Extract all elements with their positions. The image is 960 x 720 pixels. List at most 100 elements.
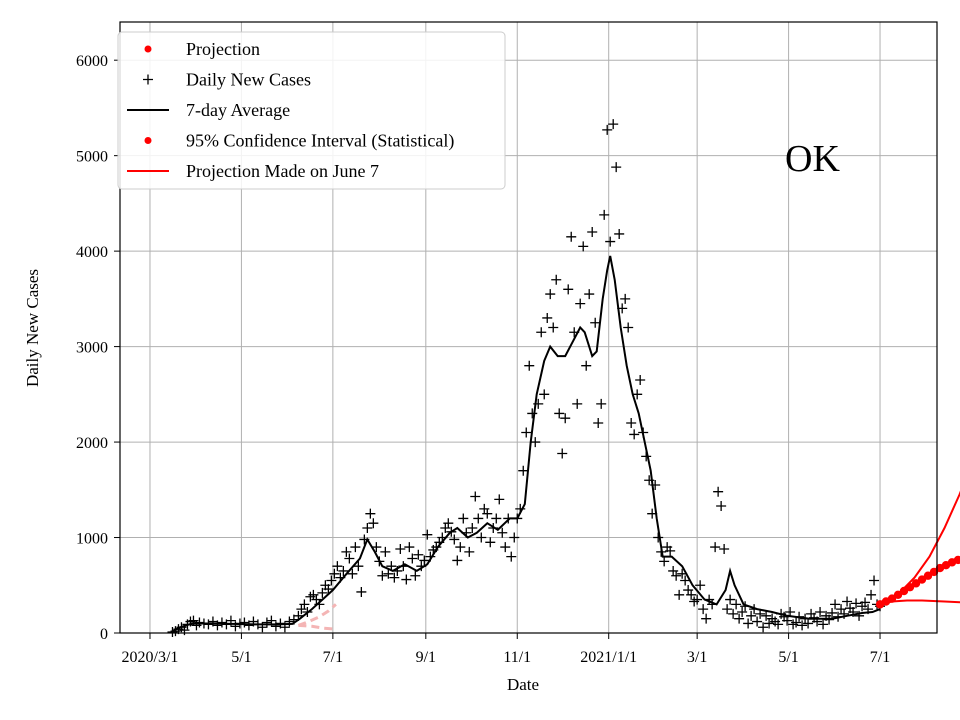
daily-case-marker bbox=[599, 209, 610, 220]
legend-dot-swatch bbox=[144, 137, 152, 144]
daily-case-marker bbox=[773, 619, 784, 630]
daily-case-marker bbox=[761, 610, 772, 621]
daily-case-marker bbox=[728, 608, 739, 619]
daily-case-marker bbox=[593, 417, 604, 428]
legend-label: 95% Confidence Interval (Statistical) bbox=[186, 131, 454, 152]
projection-dot bbox=[905, 582, 915, 592]
daily-case-marker bbox=[701, 613, 712, 624]
projection-dot bbox=[899, 586, 909, 596]
daily-case-marker bbox=[659, 556, 670, 567]
daily-case-marker bbox=[671, 570, 682, 581]
daily-case-marker bbox=[737, 606, 748, 617]
daily-case-marker bbox=[860, 597, 871, 608]
y-tick-label: 1000 bbox=[76, 531, 108, 548]
projection-dot bbox=[917, 575, 927, 584]
daily-case-marker bbox=[842, 596, 853, 607]
daily-case-marker bbox=[497, 527, 508, 538]
daily-case-marker bbox=[422, 529, 433, 540]
y-tick-label: 0 bbox=[100, 626, 108, 643]
legend-item: 7-day Average bbox=[127, 100, 290, 120]
daily-case-marker bbox=[725, 594, 736, 605]
daily-case-marker bbox=[524, 360, 535, 371]
daily-case-marker bbox=[722, 604, 733, 615]
daily-case-marker bbox=[797, 620, 808, 631]
daily-case-marker bbox=[455, 542, 466, 553]
daily-case-marker bbox=[713, 486, 724, 497]
daily-case-marker bbox=[261, 617, 272, 628]
legend-box bbox=[117, 31, 506, 190]
x-tick-label: 2020/3/1 bbox=[122, 649, 179, 666]
daily-case-marker bbox=[452, 555, 463, 566]
daily-case-marker bbox=[782, 615, 793, 626]
daily-case-marker bbox=[509, 532, 520, 543]
state-annotation: OK bbox=[785, 138, 840, 180]
daily-case-marker bbox=[611, 162, 622, 173]
daily-case-marker bbox=[605, 236, 616, 247]
daily-case-marker bbox=[578, 241, 589, 252]
x-tick-label: 5/1 bbox=[778, 649, 798, 666]
legend-label: Daily New Cases bbox=[186, 70, 311, 90]
daily-case-marker bbox=[575, 298, 586, 309]
daily-case-marker bbox=[473, 513, 484, 524]
daily-case-marker bbox=[758, 622, 769, 633]
daily-case-marker bbox=[551, 274, 562, 285]
daily-case-marker bbox=[695, 580, 706, 591]
y-tick-label: 5000 bbox=[76, 149, 108, 166]
daily-case-marker bbox=[584, 289, 595, 300]
daily-case-marker bbox=[216, 617, 227, 628]
daily-case-marker bbox=[803, 618, 814, 629]
daily-case-marker bbox=[527, 408, 538, 419]
y-axis-label: Daily New Cases bbox=[23, 269, 42, 387]
daily-case-marker bbox=[632, 389, 643, 400]
daily-case-marker bbox=[566, 231, 577, 242]
daily-case-marker bbox=[506, 551, 517, 562]
daily-case-marker bbox=[791, 617, 802, 628]
daily-case-marker bbox=[383, 568, 394, 579]
daily-case-marker bbox=[680, 575, 691, 586]
daily-case-marker bbox=[665, 545, 676, 556]
daily-case-marker bbox=[548, 322, 559, 333]
daily-case-marker bbox=[710, 542, 721, 553]
daily-case-marker bbox=[458, 513, 469, 524]
daily-case-marker bbox=[542, 312, 553, 323]
daily-case-marker bbox=[854, 610, 865, 621]
legend-item: Projection bbox=[144, 39, 260, 59]
daily-case-marker bbox=[581, 360, 592, 371]
daily-case-marker bbox=[500, 542, 511, 553]
daily-case-marker bbox=[539, 389, 550, 400]
projection-dot bbox=[911, 579, 921, 588]
daily-case-marker bbox=[449, 534, 460, 545]
plot-frame bbox=[119, 21, 938, 634]
daily-case-marker bbox=[368, 518, 379, 529]
daily-case-marker bbox=[338, 565, 349, 576]
daily-case-marker bbox=[419, 555, 430, 566]
daily-case-marker bbox=[590, 317, 601, 328]
daily-case-marker bbox=[344, 553, 355, 564]
daily-case-marker bbox=[470, 491, 481, 502]
legend-items: Projection Daily New Cases 7-day Average 95… bbox=[127, 39, 454, 181]
daily-case-marker bbox=[686, 589, 697, 600]
daily-case-marker bbox=[482, 508, 493, 519]
projection-dot bbox=[953, 555, 960, 565]
daily-case-marker bbox=[341, 546, 352, 557]
daily-case-marker bbox=[530, 437, 541, 448]
legend-item: 95% Confidence Interval (Statistical) bbox=[144, 131, 454, 152]
legend-plus-swatch bbox=[143, 74, 153, 85]
y-tick-label: 4000 bbox=[76, 244, 108, 261]
projection-dot bbox=[887, 594, 897, 603]
daily-case-marker bbox=[731, 599, 742, 610]
daily-case-marker bbox=[545, 289, 556, 300]
daily-case-marker bbox=[464, 546, 475, 557]
axes: 2020/3/1 5/1 7/1 9/1 11/1 2021/1/1 3/1 5/1 7/1 0 1… bbox=[76, 53, 890, 666]
daily-case-marker bbox=[350, 542, 361, 553]
y-tick-label: 3000 bbox=[76, 340, 108, 357]
daily-case-marker bbox=[401, 574, 412, 585]
daily-case-marker bbox=[818, 619, 829, 630]
daily-case-marker bbox=[596, 398, 607, 409]
y-tick-label: 2000 bbox=[76, 435, 108, 452]
daily-case-marker bbox=[476, 532, 487, 543]
daily-case-marker bbox=[395, 543, 406, 554]
daily-case-marker bbox=[743, 618, 754, 629]
daily-case-marker bbox=[554, 408, 565, 419]
daily-case-marker bbox=[326, 575, 337, 586]
